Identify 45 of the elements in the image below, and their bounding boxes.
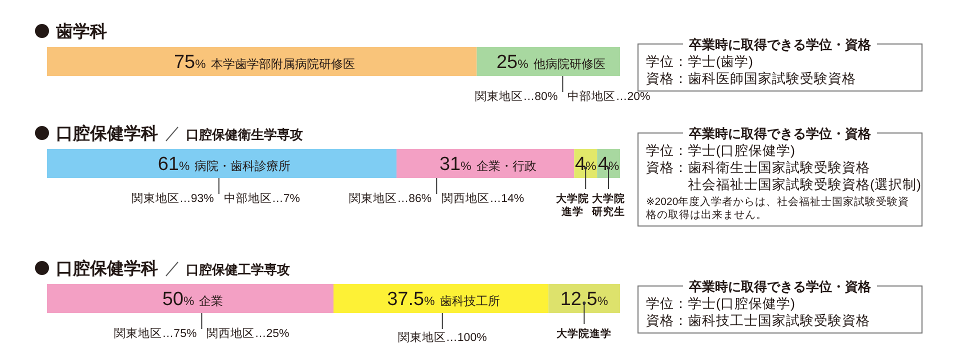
text: 資格：歯科技工士国家試験受験資格 xyxy=(646,313,870,328)
series-label: 企業・行政 xyxy=(476,159,536,173)
data-label: 12.5% xyxy=(560,289,608,310)
data-label: 31% xyxy=(439,154,472,175)
text: 卒業時に取得できる学位・資格 xyxy=(688,126,872,141)
series-label: 大学院研究生 xyxy=(591,192,626,218)
text: 中部地区…7% xyxy=(224,191,300,205)
data-label: 50% xyxy=(162,289,194,310)
text: 資格：歯科衛生士国家試験受験資格 xyxy=(646,160,870,175)
series-label: 企業 xyxy=(199,294,224,308)
data-label: 25% xyxy=(496,52,529,73)
data-label: 75% xyxy=(174,52,206,73)
series-label: 病院・歯科診療所 xyxy=(194,159,291,173)
series-label: 他病院研修医 xyxy=(533,57,606,71)
text: 関西地区…25% xyxy=(206,327,290,340)
series-label: 歯科技工所 xyxy=(440,294,500,308)
series-label: 本学歯学部附属病院研修医 xyxy=(210,57,355,71)
text: 卒業時に取得できる学位・資格 xyxy=(688,279,872,294)
text: 学位：学士(歯学) xyxy=(646,54,753,69)
chart-title: 口腔保健学科 xyxy=(56,124,158,143)
text: 卒業時に取得できる学位・資格 xyxy=(688,37,872,52)
data-label: 37.5% xyxy=(387,289,436,310)
text: 学位：学士(口腔保健学) xyxy=(646,296,795,311)
text: 関東地区…86% xyxy=(349,192,432,205)
chart-subtitle: 口腔保健工学専攻 xyxy=(186,262,290,277)
bar xyxy=(396,149,574,178)
text: ※2020年度入学者からは、社会福祉士国家試験受験資格の取得は出来ません。 xyxy=(645,195,910,221)
text: 関東地区…100% xyxy=(398,331,487,344)
data-label: 4% xyxy=(574,154,597,175)
text: 関東地区…75% xyxy=(114,327,197,340)
chart-title: 口腔保健学科 xyxy=(56,259,158,278)
text: 社会福祉士国家試験受験資格(選択制) xyxy=(688,177,921,192)
text: 資格：歯科医師国家試験受験資格 xyxy=(646,71,856,86)
bar xyxy=(47,149,397,178)
text: 関東地区…80% xyxy=(475,90,558,103)
data-label: 61% xyxy=(158,154,190,175)
series-label: 大学院進学 xyxy=(556,192,590,218)
data-label: 4% xyxy=(598,154,620,175)
text: 関東地区…93% xyxy=(131,192,214,205)
text: 学位：学士(口腔保健学) xyxy=(646,143,795,158)
text: 中部地区…20% xyxy=(568,89,650,103)
chart-title: 歯学科 xyxy=(55,22,107,41)
chart-subtitle: 口腔保健衛生学専攻 xyxy=(186,127,303,142)
text: 関西地区…14% xyxy=(442,192,524,205)
series-label: 大学院進学 xyxy=(556,327,612,340)
